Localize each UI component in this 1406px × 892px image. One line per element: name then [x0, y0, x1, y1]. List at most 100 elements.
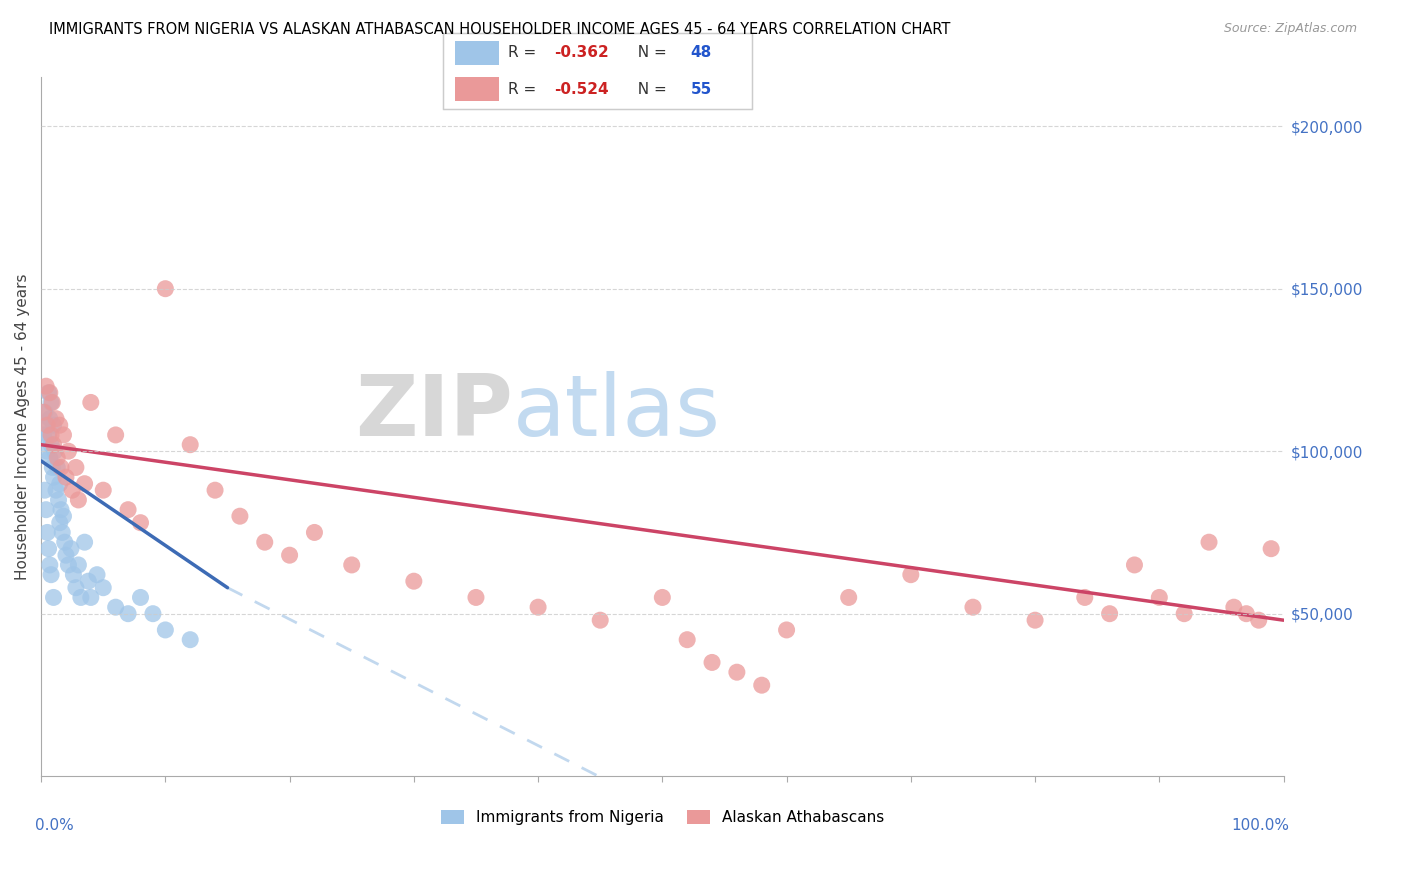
Text: N =: N = [628, 45, 672, 61]
Bar [456, 77, 499, 101]
Text: ZIP: ZIP [356, 371, 513, 454]
Text: IMMIGRANTS FROM NIGERIA VS ALASKAN ATHABASCAN HOUSEHOLDER INCOME AGES 45 - 64 YE: IMMIGRANTS FROM NIGERIA VS ALASKAN ATHAB… [49, 22, 950, 37]
Text: 100.0%: 100.0% [1232, 818, 1289, 833]
Point [45, 483, 67, 498]
Point [39, 567, 62, 582]
Point [55, 548, 77, 562]
Point [67, 558, 90, 572]
Point [73, 535, 96, 549]
Point [39, 395, 62, 409]
Point [34, 405, 56, 419]
Point [129, 516, 152, 530]
Point [37, 418, 59, 433]
Point [35, 379, 58, 393]
Text: -0.524: -0.524 [554, 81, 609, 96]
Point [39, 438, 62, 452]
Point [80, 395, 103, 409]
Point [46, 450, 69, 465]
Point [59, 541, 82, 556]
Point [253, 535, 276, 549]
Point [527, 600, 550, 615]
Point [35, 502, 58, 516]
Point [58, 558, 80, 572]
Point [179, 632, 201, 647]
Point [80, 591, 103, 605]
Point [38, 541, 60, 556]
Point [962, 600, 984, 615]
Point [725, 665, 748, 680]
Point [1247, 613, 1270, 627]
Point [700, 656, 723, 670]
Point [838, 591, 860, 605]
Point [41, 395, 63, 409]
Point [44, 444, 66, 458]
Point [86, 567, 108, 582]
Point [41, 460, 63, 475]
Point [37, 525, 59, 540]
Point [38, 558, 60, 572]
Point [58, 444, 80, 458]
Legend: Immigrants from Nigeria, Alaskan Athabascans: Immigrants from Nigeria, Alaskan Athabas… [434, 805, 890, 831]
Point [53, 535, 76, 549]
Point [60, 483, 83, 498]
Point [751, 678, 773, 692]
Point [52, 428, 75, 442]
Point [402, 574, 425, 589]
Point [45, 411, 67, 425]
Point [465, 591, 488, 605]
Point [32, 405, 55, 419]
Point [42, 438, 65, 452]
Point [1024, 613, 1046, 627]
Point [48, 516, 70, 530]
Point [73, 476, 96, 491]
Point [117, 607, 139, 621]
Point [49, 502, 72, 516]
Point [1173, 607, 1195, 621]
Point [67, 492, 90, 507]
Text: 0.0%: 0.0% [35, 818, 73, 833]
Point [1234, 607, 1257, 621]
Point [1074, 591, 1097, 605]
Point [35, 418, 58, 433]
Point [1260, 541, 1282, 556]
Point [155, 282, 177, 296]
Point [304, 525, 326, 540]
Text: 55: 55 [690, 81, 711, 96]
Point [38, 385, 60, 400]
Point [1198, 535, 1220, 549]
Point [51, 525, 73, 540]
Point [117, 502, 139, 516]
Point [1223, 600, 1246, 615]
Point [589, 613, 612, 627]
Point [38, 411, 60, 425]
Point [55, 470, 77, 484]
Point [229, 509, 252, 524]
Point [651, 591, 673, 605]
Point [91, 581, 114, 595]
Text: N =: N = [628, 81, 672, 96]
Point [204, 483, 226, 498]
Point [65, 581, 87, 595]
Point [900, 567, 922, 582]
Point [1149, 591, 1171, 605]
Point [155, 623, 177, 637]
Point [39, 428, 62, 442]
Point [77, 574, 100, 589]
Point [48, 476, 70, 491]
Point [129, 591, 152, 605]
Text: R =: R = [508, 81, 541, 96]
Point [104, 428, 127, 442]
Point [52, 509, 75, 524]
Point [42, 470, 65, 484]
Point [34, 483, 56, 498]
Y-axis label: Householder Income Ages 45 - 64 years: Householder Income Ages 45 - 64 years [15, 274, 30, 580]
Point [38, 428, 60, 442]
Point [42, 418, 65, 433]
Point [32, 428, 55, 442]
Point [676, 632, 699, 647]
Point [42, 591, 65, 605]
Point [91, 483, 114, 498]
Point [37, 444, 59, 458]
Point [48, 418, 70, 433]
Text: Source: ZipAtlas.com: Source: ZipAtlas.com [1223, 22, 1357, 36]
